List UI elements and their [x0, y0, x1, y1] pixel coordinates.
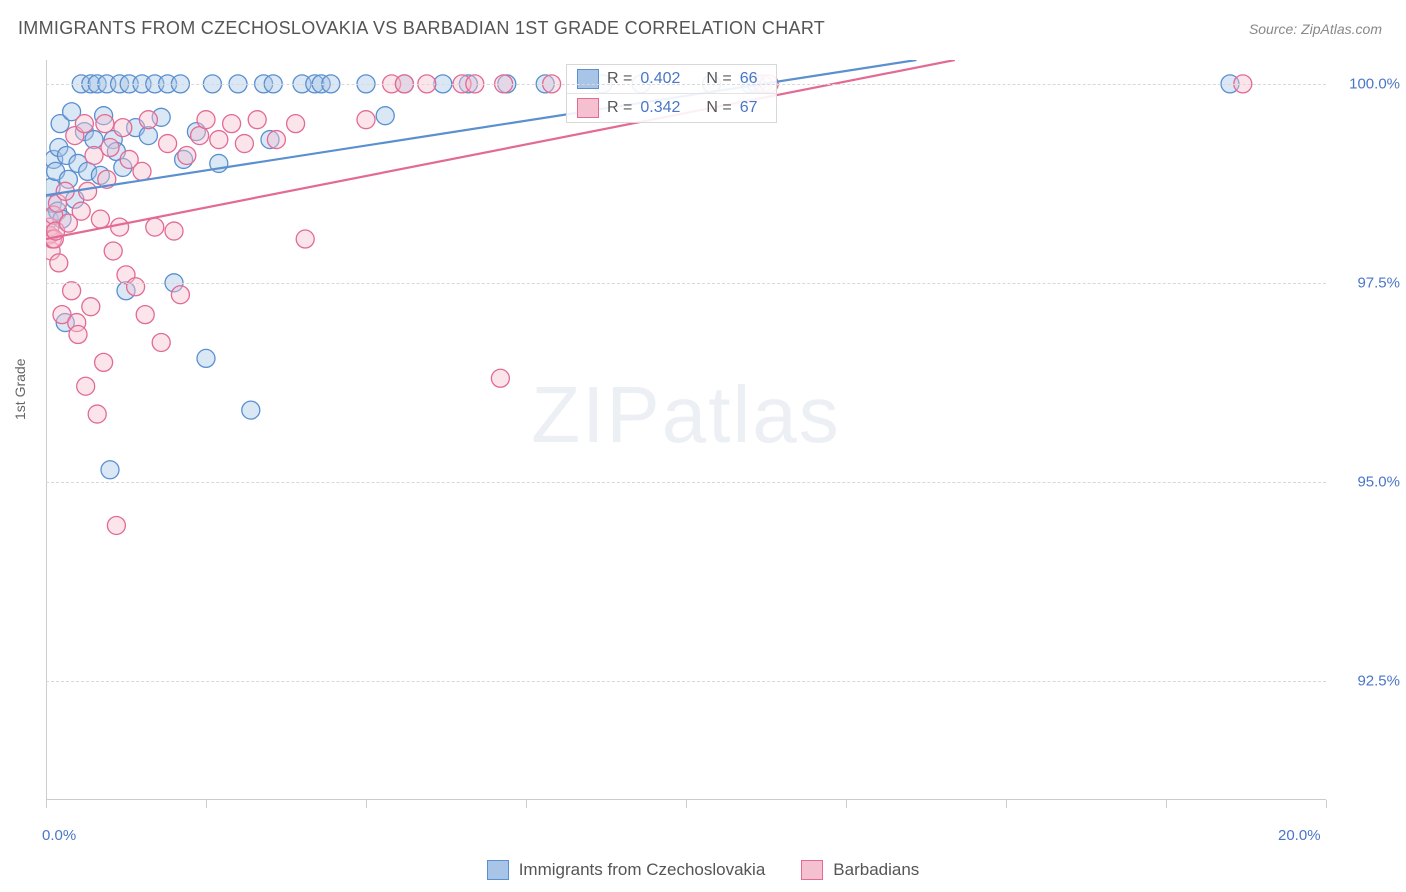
scatter-point-series_b [91, 210, 109, 228]
scatter-point-series_b [210, 131, 228, 149]
r-value-a: 0.402 [640, 70, 680, 88]
chart-title: IMMIGRANTS FROM CZECHOSLOVAKIA VS BARBAD… [18, 18, 825, 39]
r-label-a: R = [607, 70, 632, 88]
correlation-legend-box: R = 0.402 N = 66 R = 0.342 N = 67 [566, 64, 777, 123]
y-tick-label: 95.0% [1357, 473, 1400, 490]
scatter-point-series_b [101, 139, 119, 157]
scatter-point-series_b [127, 278, 145, 296]
x-tick-mark [1326, 800, 1327, 808]
bottom-legend: Immigrants from Czechoslovakia Barbadian… [0, 860, 1406, 880]
scatter-point-series_b [152, 333, 170, 351]
scatter-point-series_b [82, 298, 100, 316]
scatter-plot-svg [46, 60, 1326, 800]
scatter-point-series_b [491, 369, 509, 387]
scatter-point-series_b [197, 111, 215, 129]
x-tick-label: 20.0% [1278, 827, 1321, 844]
chart-header: IMMIGRANTS FROM CZECHOSLOVAKIA VS BARBAD… [0, 0, 1406, 47]
bottom-legend-item-b: Barbadians [801, 860, 919, 880]
scatter-point-series_b [267, 131, 285, 149]
scatter-point-series_b [72, 202, 90, 220]
y-tick-label: 100.0% [1349, 75, 1400, 92]
r-label-b: R = [607, 99, 632, 117]
scatter-point-series_a [376, 107, 394, 125]
scatter-point-series_b [114, 119, 132, 137]
x-tick-mark [686, 800, 687, 808]
source-attribution: Source: ZipAtlas.com [1249, 21, 1382, 37]
scatter-point-series_b [235, 135, 253, 153]
x-tick-mark [846, 800, 847, 808]
x-tick-mark [1006, 800, 1007, 808]
x-tick-mark [46, 800, 47, 808]
scatter-point-series_b [223, 115, 241, 133]
scatter-point-series_b [287, 115, 305, 133]
legend-row-b: R = 0.342 N = 67 [567, 94, 776, 122]
scatter-point-series_a [242, 401, 260, 419]
scatter-point-series_b [296, 230, 314, 248]
x-tick-label: 0.0% [42, 827, 76, 844]
legend-swatch-b [577, 98, 599, 118]
scatter-point-series_b [96, 115, 114, 133]
scatter-point-series_b [171, 286, 189, 304]
y-axis-label: 1st Grade [12, 359, 28, 420]
scatter-point-series_b [95, 353, 113, 371]
gridline-h [46, 283, 1326, 284]
y-tick-label: 92.5% [1357, 672, 1400, 689]
scatter-point-series_b [357, 111, 375, 129]
r-value-b: 0.342 [640, 99, 680, 117]
scatter-point-series_b [85, 146, 103, 164]
n-label-a: N = [706, 70, 731, 88]
scatter-point-series_a [197, 349, 215, 367]
x-tick-mark [526, 800, 527, 808]
bottom-label-b: Barbadians [833, 860, 919, 880]
scatter-point-series_b [50, 254, 68, 272]
scatter-point-series_b [107, 516, 125, 534]
scatter-point-series_b [165, 222, 183, 240]
scatter-point-series_b [104, 242, 122, 260]
legend-swatch-a [577, 69, 599, 89]
scatter-point-series_b [111, 218, 129, 236]
scatter-point-series_b [133, 162, 151, 180]
x-tick-mark [1166, 800, 1167, 808]
bottom-swatch-a [487, 860, 509, 880]
x-tick-mark [366, 800, 367, 808]
scatter-point-series_b [139, 111, 157, 129]
scatter-point-series_b [159, 135, 177, 153]
x-tick-mark [206, 800, 207, 808]
scatter-point-series_b [69, 326, 87, 344]
scatter-point-series_b [248, 111, 266, 129]
legend-row-a: R = 0.402 N = 66 [567, 65, 776, 94]
gridline-h [46, 681, 1326, 682]
scatter-point-series_a [101, 461, 119, 479]
scatter-point-series_b [178, 146, 196, 164]
scatter-point-series_b [79, 182, 97, 200]
y-tick-label: 97.5% [1357, 274, 1400, 291]
bottom-label-a: Immigrants from Czechoslovakia [519, 860, 766, 880]
scatter-point-series_b [88, 405, 106, 423]
n-value-a: 66 [740, 70, 758, 88]
bottom-swatch-b [801, 860, 823, 880]
scatter-point-series_b [146, 218, 164, 236]
scatter-point-series_b [77, 377, 95, 395]
gridline-h [46, 482, 1326, 483]
bottom-legend-item-a: Immigrants from Czechoslovakia [487, 860, 766, 880]
scatter-point-series_b [63, 282, 81, 300]
gridline-h [46, 84, 1326, 85]
n-label-b: N = [706, 99, 731, 117]
n-value-b: 67 [740, 99, 758, 117]
scatter-point-series_b [75, 115, 93, 133]
chart-plot-area: ZIPatlas R = 0.402 N = 66 R = 0.342 N = … [46, 60, 1326, 800]
scatter-point-series_b [136, 306, 154, 324]
